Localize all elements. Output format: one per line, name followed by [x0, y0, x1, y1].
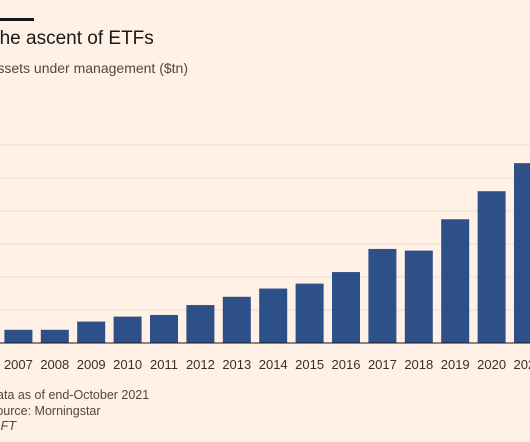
source-note: Source: Morningstar [0, 404, 101, 418]
bar-2009 [77, 321, 106, 343]
bar-2014 [259, 288, 288, 343]
bar-2021 [514, 163, 530, 343]
x-tick-label-2021: 2021 [514, 357, 530, 372]
x-tick-label-2015: 2015 [295, 357, 324, 372]
data-note: Data as of end-October 2021 [0, 388, 150, 402]
x-tick-label-2016: 2016 [332, 357, 361, 372]
bar-2020 [477, 191, 506, 343]
bar-2013 [222, 296, 251, 343]
bar-2011 [150, 314, 178, 343]
x-tick-label-2008: 2008 [40, 357, 69, 372]
x-tick-labels: 2006200720082009201020112012201320142015… [4, 357, 530, 372]
x-tick-label-2010: 2010 [113, 357, 142, 372]
x-tick-label-2018: 2018 [404, 357, 433, 372]
bar-2008 [40, 329, 69, 343]
chart-title: The ascent of ETFs [0, 28, 154, 49]
bars [4, 163, 530, 343]
x-tick-label-2007: 2007 [4, 357, 33, 372]
x-tick-label-2009: 2009 [77, 357, 106, 372]
bar-2016 [332, 272, 360, 343]
x-tick-label-2013: 2013 [222, 357, 251, 372]
bar-2015 [295, 283, 324, 343]
header-rule [0, 18, 34, 21]
bar-2019 [441, 219, 470, 343]
x-tick-label-2014: 2014 [259, 357, 288, 372]
chart-subtitle: Assets under management ($tn) [0, 60, 188, 76]
credit: © FT [0, 419, 16, 433]
x-tick-label-2019: 2019 [441, 357, 470, 372]
x-tick-label-2020: 2020 [477, 357, 506, 372]
x-tick-label-2017: 2017 [368, 357, 397, 372]
bar-2018 [404, 250, 433, 343]
bar-2012 [186, 305, 215, 343]
bar-2017 [368, 248, 397, 343]
bar-2010 [113, 316, 142, 343]
x-tick-label-2011: 2011 [150, 357, 178, 372]
bar-2007 [4, 329, 33, 343]
x-tick-label-2012: 2012 [186, 357, 215, 372]
